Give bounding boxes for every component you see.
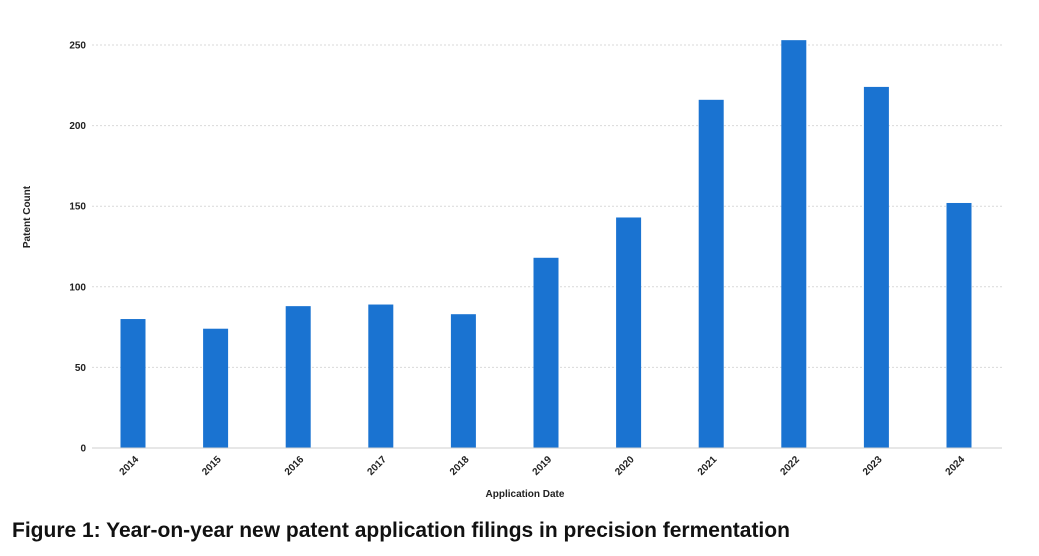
bar-2021 bbox=[698, 99, 724, 449]
x-tick-label: 2015 bbox=[200, 454, 224, 478]
x-tick-label: 2024 bbox=[944, 454, 968, 478]
y-tick-label: 0 bbox=[80, 444, 86, 455]
x-tick-label: 2016 bbox=[283, 454, 307, 478]
bar-2022 bbox=[781, 40, 807, 448]
y-axis-ticks: 0 50 100 150 200 250 bbox=[69, 41, 86, 455]
bar-chart: 0 50 100 150 200 250 2014 2015 2016 2017 2018 2019… bbox=[22, 40, 1002, 500]
y-axis-label: Patent Count bbox=[22, 185, 33, 248]
figure-caption: Figure 1: Year-on-year new patent applic… bbox=[12, 519, 790, 542]
x-tick-label: 2019 bbox=[531, 454, 555, 478]
y-tick-label: 100 bbox=[69, 282, 86, 293]
y-tick-label: 50 bbox=[75, 363, 87, 374]
x-tick-label: 2017 bbox=[365, 454, 389, 478]
x-tick-label: 2014 bbox=[118, 454, 142, 478]
bar-2024 bbox=[946, 202, 972, 448]
x-tick-label: 2018 bbox=[448, 454, 472, 478]
bar-2017 bbox=[368, 304, 394, 448]
bar-2023 bbox=[863, 86, 889, 449]
bar-2019 bbox=[533, 257, 559, 448]
y-tick-label: 250 bbox=[69, 41, 86, 52]
bar-2016 bbox=[285, 306, 311, 448]
x-tick-label: 2022 bbox=[778, 454, 802, 478]
x-tick-label: 2020 bbox=[613, 454, 637, 478]
bar-2015 bbox=[203, 328, 229, 448]
bar-2014 bbox=[120, 319, 146, 448]
x-tick-label: 2021 bbox=[696, 454, 720, 478]
y-tick-label: 200 bbox=[69, 121, 86, 132]
x-axis-label: Application Date bbox=[486, 489, 565, 500]
bar-2018 bbox=[450, 314, 476, 448]
bar-2020 bbox=[616, 217, 642, 448]
x-tick-label: 2023 bbox=[861, 454, 885, 478]
y-tick-label: 150 bbox=[69, 202, 86, 213]
x-axis-ticks: 2014 2015 2016 2017 2018 2019 2020 2021 2022 2023… bbox=[118, 454, 968, 478]
bars bbox=[120, 40, 972, 449]
